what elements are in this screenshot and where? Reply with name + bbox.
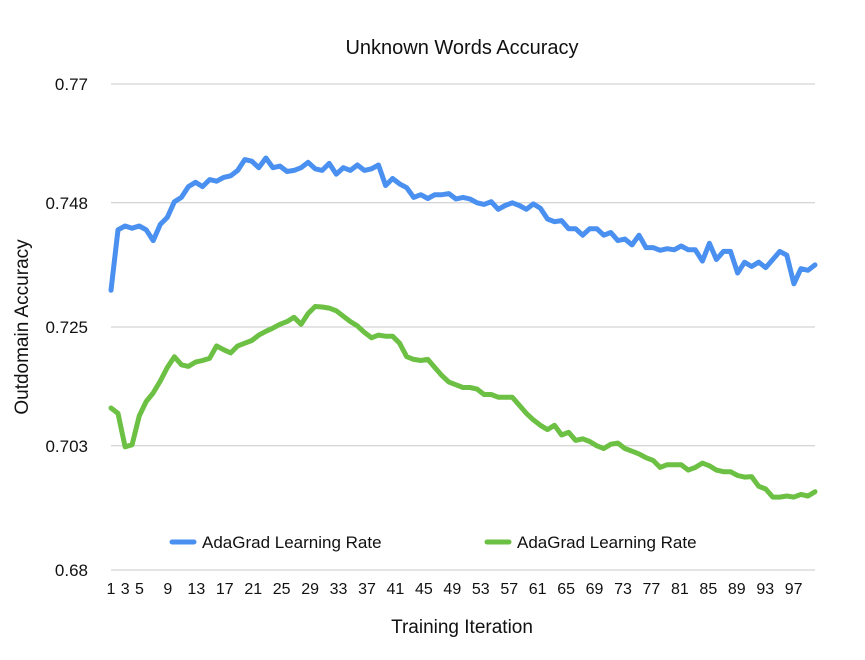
legend: AdaGrad Learning Rate AdaGrad Learning Ra…	[169, 533, 697, 552]
x-tick-label: 3	[121, 581, 130, 598]
y-tick-label: 0.77	[55, 75, 88, 94]
x-tick-label: 25	[273, 581, 291, 598]
x-tick-label: 77	[643, 581, 661, 598]
y-axis-label: Outdomain Accuracy	[12, 239, 33, 415]
x-tick-label: 33	[330, 581, 348, 598]
x-tick-label: 57	[500, 581, 518, 598]
x-tick-label: 65	[557, 581, 575, 598]
chart-title: Unknown Words Accuracy	[345, 37, 578, 59]
y-axis-ticks: 0.68 0.703 0.725 0.748 0.77	[45, 75, 88, 580]
x-tick-label: 53	[472, 581, 490, 598]
x-tick-label: 45	[415, 581, 433, 598]
x-tick-label: 93	[756, 581, 774, 598]
x-tick-label: 41	[387, 581, 405, 598]
x-tick-label: 85	[699, 581, 717, 598]
series-line-1	[108, 155, 818, 293]
x-axis-label: Training Iteration	[391, 617, 533, 638]
x-tick-label: 49	[443, 581, 461, 598]
x-tick-label: 17	[216, 581, 234, 598]
x-tick-label: 73	[614, 581, 632, 598]
x-tick-label: 69	[586, 581, 604, 598]
x-tick-label: 61	[529, 581, 547, 598]
x-axis-ticks: 1 3 5 9 13 17 21 25 29 33 37 41 45 49 53 57 61 65 69 73 77 81…	[107, 581, 803, 598]
x-tick-label: 21	[244, 581, 262, 598]
x-tick-label: 5	[135, 581, 144, 598]
y-tick-label: 0.748	[45, 194, 88, 213]
x-tick-label: 37	[358, 581, 376, 598]
legend-label-1: AdaGrad Learning Rate	[202, 533, 382, 552]
y-tick-label: 0.68	[55, 561, 88, 580]
grid	[111, 83, 815, 571]
series-line-2	[108, 304, 818, 500]
y-tick-label: 0.703	[45, 437, 88, 456]
x-tick-label: 9	[163, 581, 172, 598]
x-tick-label: 89	[728, 581, 746, 598]
x-tick-label: 97	[785, 581, 803, 598]
series-lines	[108, 155, 818, 500]
x-tick-label: 1	[107, 581, 116, 598]
x-tick-label: 29	[301, 581, 319, 598]
legend-label-2: AdaGrad Learning Rate	[517, 533, 697, 552]
x-tick-label: 81	[671, 581, 689, 598]
y-tick-label: 0.725	[45, 318, 88, 337]
x-tick-label: 13	[187, 581, 205, 598]
